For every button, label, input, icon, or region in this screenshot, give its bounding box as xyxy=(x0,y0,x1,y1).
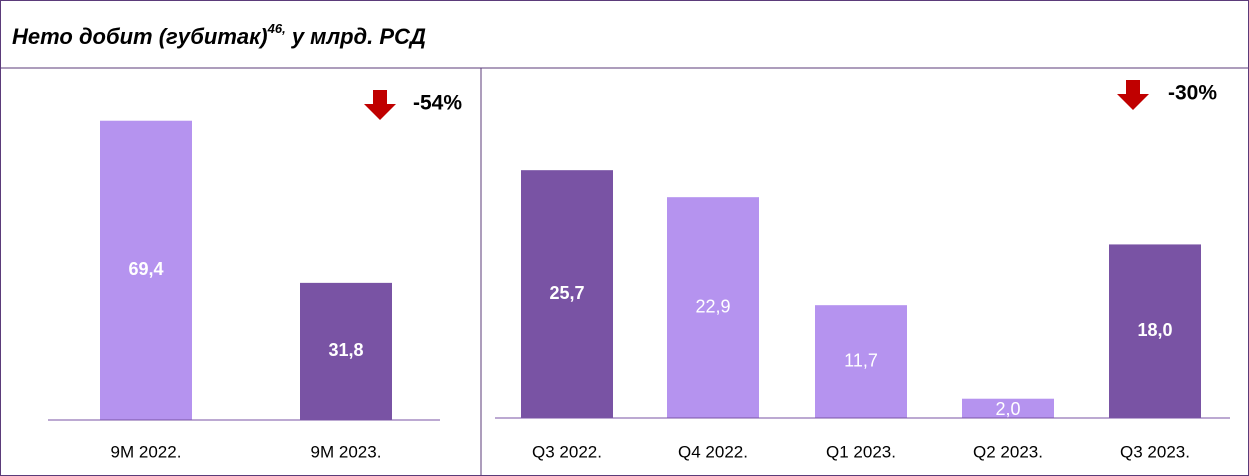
value-label: 31,8 xyxy=(328,340,363,360)
title-text: Нето добит (губитак) xyxy=(12,24,268,49)
value-label: 18,0 xyxy=(1137,320,1172,340)
x-tick-label: Q3 2023. xyxy=(1120,442,1190,461)
x-tick-label: Q3 2022. xyxy=(532,442,602,461)
bar xyxy=(521,170,613,418)
annotation: -30% xyxy=(1168,82,1217,105)
value-label: 25,7 xyxy=(549,283,584,303)
title-sup: 46, xyxy=(267,21,286,36)
chart-title: Нето добит (губитак)46, у млрд. РСД xyxy=(12,21,426,48)
value-label: 2,0 xyxy=(995,399,1020,419)
bar xyxy=(667,197,759,418)
bar xyxy=(815,305,907,418)
annotation: -54% xyxy=(413,92,462,115)
title-rest: у млрд. РСД xyxy=(286,24,426,49)
arrow-icon xyxy=(1117,80,1149,110)
arrow-icon xyxy=(364,90,396,120)
x-tick-label: 9M 2023. xyxy=(311,442,382,461)
bar xyxy=(962,398,1054,418)
bar xyxy=(300,282,392,420)
value-label: 11,7 xyxy=(844,350,878,370)
value-label: 69,4 xyxy=(128,259,163,279)
bar xyxy=(100,120,192,421)
x-tick-label: Q2 2023. xyxy=(973,442,1043,461)
x-tick-label: Q4 2022. xyxy=(678,442,748,461)
bar xyxy=(1109,244,1201,418)
value-label: 22,9 xyxy=(695,296,730,316)
x-tick-label: Q1 2023. xyxy=(826,442,896,461)
x-tick-label: 9M 2022. xyxy=(111,442,182,461)
